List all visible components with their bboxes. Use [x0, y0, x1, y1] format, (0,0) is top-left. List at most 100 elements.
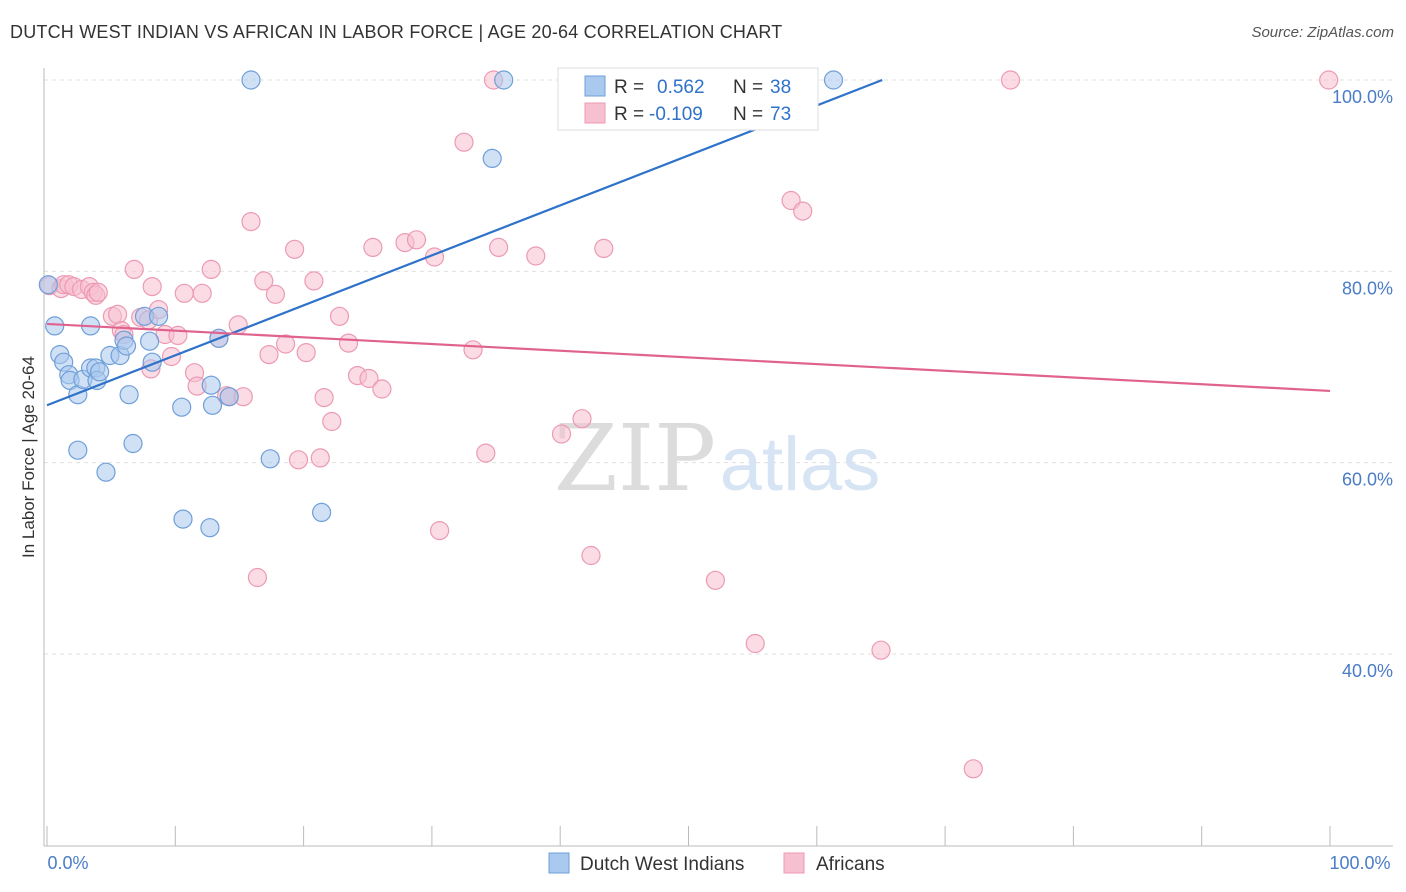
- stats-r-label-pink: R =: [614, 104, 644, 125]
- y-tick-label-80: 80.0%: [1342, 278, 1393, 298]
- legend-swatch-dutch-west-indians: [548, 852, 570, 874]
- africans-point-40: [288, 450, 309, 470]
- series-legend: Dutch West Indians Africans: [548, 852, 885, 875]
- africans-point-42: [304, 271, 324, 291]
- y-axis-label: In Labor Force | Age 20-64: [19, 356, 38, 558]
- y-tick-label-60: 60.0%: [1342, 470, 1393, 490]
- stats-r-value-pink: -0.109: [649, 104, 703, 125]
- africans-point-57: [463, 340, 483, 360]
- x-tick-label-min: 0.0%: [47, 853, 88, 873]
- africans-point-23: [174, 283, 194, 303]
- stats-n-label-pink: N =: [733, 104, 763, 125]
- watermark-atlas: atlas: [720, 422, 881, 507]
- dutch-west-indians-point-31: [219, 387, 239, 407]
- dutch-west-indians-point-26: [173, 509, 193, 529]
- dutch-west-indians-point-25: [172, 397, 192, 417]
- gridlines: [44, 79, 1393, 655]
- africans-point-11: [107, 304, 128, 324]
- africans-point-55: [430, 520, 450, 541]
- africans-point-58: [476, 443, 496, 463]
- africans-point-53: [406, 230, 427, 250]
- stats-r-label-blue: R =: [614, 77, 644, 98]
- africans-trend-line: [46, 322, 1331, 393]
- africans-point-44: [314, 388, 334, 408]
- africans-point-39: [285, 239, 305, 259]
- africans-point-69: [793, 201, 813, 221]
- dutch-west-indians-point-6: [68, 440, 88, 460]
- stats-legend-pink-swatch: [584, 102, 606, 124]
- dutch-west-indians-trend-line: [46, 78, 883, 407]
- dutch-west-indians-point-32: [241, 70, 261, 90]
- axes: [43, 68, 1393, 847]
- africans-point-67: [745, 633, 765, 654]
- africans-point-38: [276, 334, 296, 354]
- africans-point-65: [594, 238, 614, 258]
- africans-point-18: [142, 277, 162, 297]
- africans-point-37: [265, 284, 285, 304]
- dutch-west-indians-point-13: [89, 362, 110, 382]
- africans-point-61: [526, 246, 546, 266]
- africans-point-47: [338, 333, 359, 353]
- africans-point-66: [705, 570, 726, 590]
- stats-n-label-blue: N =: [733, 77, 763, 98]
- africans-point-70: [871, 640, 891, 660]
- africans-point-72: [1000, 70, 1021, 90]
- dutch-west-indians-point-22: [140, 331, 160, 351]
- dutch-west-indians-point-37: [823, 70, 844, 90]
- africans-point-51: [372, 379, 392, 399]
- dutch-west-indians-point-27: [200, 518, 220, 538]
- africans-point-56: [454, 132, 474, 152]
- africans-point-22: [168, 325, 188, 345]
- africans-point-26: [192, 283, 212, 303]
- y-tick-label-40: 40.0%: [1342, 661, 1393, 681]
- africans-point-41: [296, 343, 316, 363]
- x-tick-label-max: 100.0%: [1329, 853, 1390, 873]
- chart-title: DUTCH WEST INDIAN VS AFRICAN IN LABOR FO…: [10, 22, 783, 42]
- africans-point-36: [259, 345, 279, 365]
- y-tick-label-100: 100.0%: [1332, 87, 1393, 107]
- dutch-west-indians-point-18: [116, 336, 137, 356]
- africans-point-27: [201, 259, 221, 279]
- y-axis-tick-labels: 40.0% 60.0% 80.0% 100.0%: [1332, 87, 1393, 681]
- dutch-west-indians-point-36: [494, 70, 514, 90]
- dutch-west-indians-point-14: [96, 462, 116, 482]
- africans-point-49: [359, 368, 379, 389]
- africans-point-45: [322, 411, 342, 432]
- africans-point-46: [329, 306, 350, 326]
- dutch-west-indians-point-24: [149, 306, 169, 326]
- legend-label-dutch-west-indians: Dutch West Indians: [580, 854, 744, 875]
- dutch-west-indians-point-34: [312, 502, 332, 523]
- africans-point-64: [581, 545, 601, 566]
- africans-point-50: [363, 237, 383, 257]
- stats-legend-blue-swatch: [584, 75, 606, 97]
- stats-n-value-blue: 38: [770, 77, 791, 98]
- chart-source: Source: ZipAtlas.com: [1251, 24, 1394, 41]
- africans-point-34: [247, 567, 267, 588]
- legend-label-africans: Africans: [816, 854, 885, 875]
- africans-point-60: [489, 237, 509, 257]
- dutch-west-indians-point-28: [201, 375, 221, 395]
- africans-point-14: [124, 259, 144, 279]
- dutch-west-indians-point-20: [123, 433, 143, 454]
- africans-point-63: [572, 409, 592, 429]
- stats-legend: R = 0.562 N = 38 R = -0.109 N = 73: [557, 67, 819, 131]
- africans-point-9: [88, 282, 108, 302]
- stats-n-value-pink: 73: [770, 104, 791, 125]
- dutch-west-indians-point-0: [38, 275, 58, 295]
- x-axis-ticks: [46, 826, 1331, 846]
- legend-swatch-africans: [783, 852, 805, 874]
- dutch-west-indians-point-19: [119, 385, 139, 405]
- stats-r-value-blue: 0.562: [657, 77, 705, 98]
- africans-point-71: [963, 759, 983, 779]
- africans-point-35: [254, 271, 274, 291]
- dutch-west-indians-point-33: [260, 449, 280, 469]
- africans-point-62: [551, 424, 572, 444]
- dutch-west-indians-point-35: [482, 148, 502, 168]
- africans-point-33: [241, 212, 261, 232]
- africans-point-43: [310, 448, 330, 468]
- trend-lines: [46, 78, 1331, 407]
- africans-point-73: [1319, 70, 1339, 90]
- dutch-west-indians-point-1: [45, 316, 65, 336]
- dutch-west-indians-point-29: [202, 395, 223, 415]
